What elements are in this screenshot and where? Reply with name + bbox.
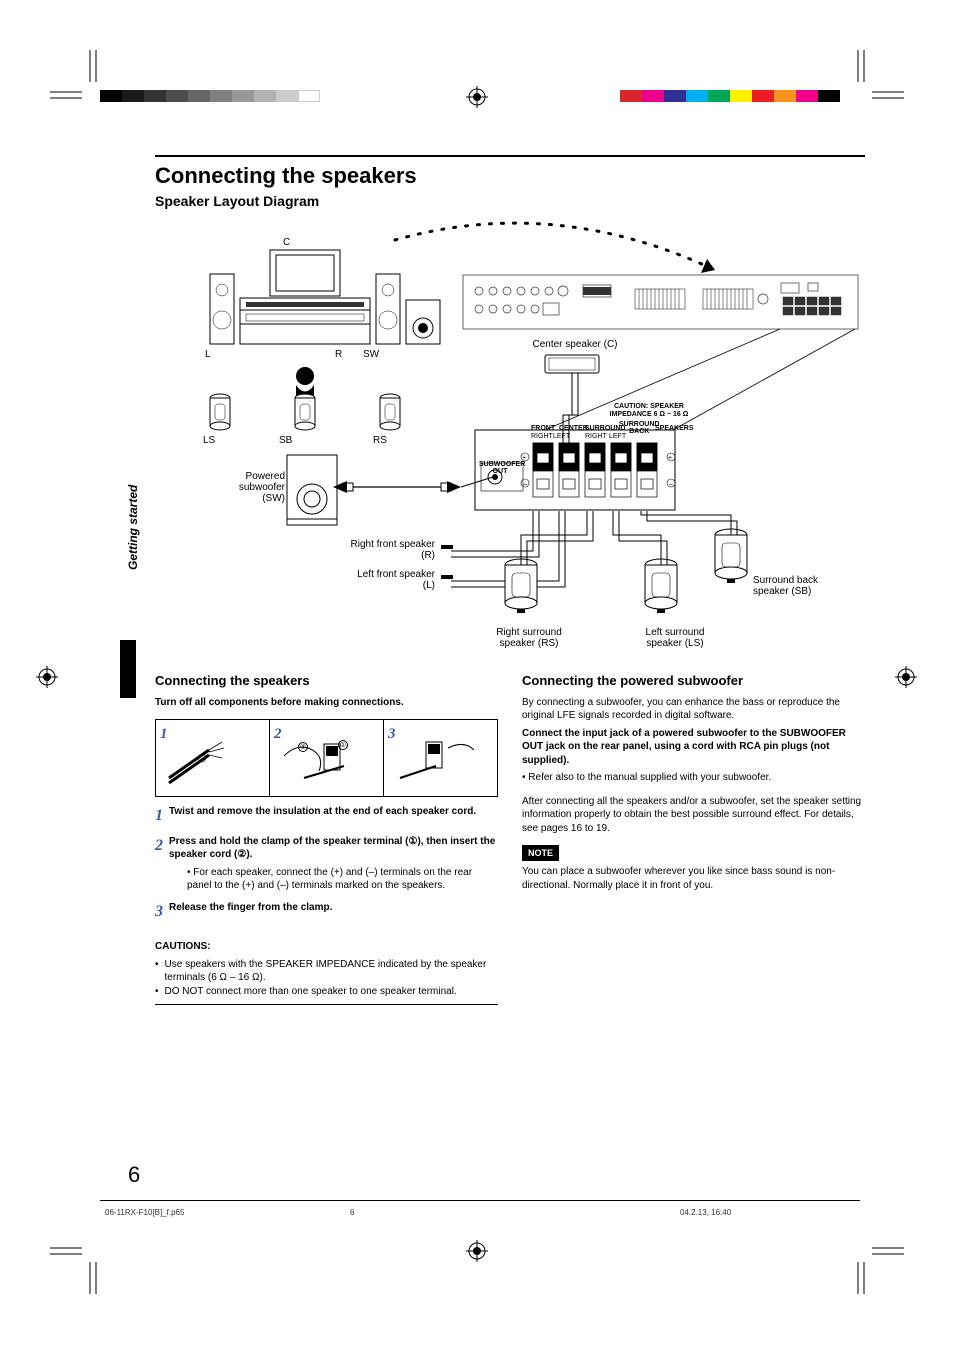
label-ls: LS <box>203 435 215 446</box>
chapter-tab <box>120 640 136 698</box>
chapter-label: Getting started <box>126 485 140 570</box>
right-p4: After connecting all the speakers and/or… <box>522 795 865 836</box>
footer-sheet: 6 <box>350 1208 354 1217</box>
callout-right-front: Right front speaker (R) <box>315 539 435 561</box>
caution-line2: IMPEDANCE 6 Ω ~ 16 Ω <box>599 411 699 418</box>
label-rs: RS <box>373 435 387 446</box>
left-bottom-rule <box>155 1004 498 1005</box>
tl-left2: LEFT <box>609 433 626 440</box>
label-l: L <box>205 349 211 360</box>
illus-3: 3 <box>384 720 497 796</box>
page-content: Connecting the speakers Speaker Layout D… <box>155 155 865 1005</box>
tl-left: LEFT <box>553 433 570 440</box>
cmyk-bar <box>620 90 840 102</box>
label-sw: SW <box>363 349 379 360</box>
callout-right-surround: Right surround speaker (RS) <box>479 627 579 649</box>
page-number: 6 <box>128 1162 140 1188</box>
note-text: You can place a subwoofer wherever you l… <box>522 865 865 892</box>
tl-right: RIGHT <box>531 433 553 440</box>
footer-timestamp: 04.2.13, 16:40 <box>680 1208 731 1217</box>
right-p2: Connect the input jack of a powered subw… <box>522 727 865 768</box>
illustration-row: 1 2 ② <box>155 719 498 797</box>
registration-mark-left <box>36 666 58 688</box>
subout-label: SUBWOOFER OUT <box>479 461 521 475</box>
section-subtitle: Speaker Layout Diagram <box>155 193 865 209</box>
turn-off-note: Turn off all components before making co… <box>155 696 498 710</box>
step-num-1: 1 <box>155 805 163 827</box>
step-2: 2 Press and hold the clamp of the speake… <box>155 835 498 893</box>
cautions-heading: CAUTIONS: <box>155 940 498 954</box>
step-2-sub: • For each speaker, connect the (+) and … <box>187 866 498 893</box>
step-text-3: Release the finger from the clamp. <box>169 901 498 923</box>
circ-2: ② <box>298 742 308 752</box>
left-column: Connecting the speakers Turn off all com… <box>155 672 498 1005</box>
right-p3-text: Refer also to the manual supplied with y… <box>528 772 771 783</box>
callout-surround-back: Surround back speaker (SB) <box>753 575 853 597</box>
step-3: 3 Release the finger from the clamp. <box>155 901 498 923</box>
label-sb: SB <box>279 435 292 446</box>
note-tag: NOTE <box>522 845 559 861</box>
illus-2: 2 ② ① <box>270 720 384 796</box>
circ-1: ① <box>338 740 348 750</box>
registration-mark-top <box>466 86 488 108</box>
callout-left-surround: Left surround speaker (LS) <box>625 627 725 649</box>
right-heading: Connecting the powered subwoofer <box>522 672 865 690</box>
caution-1: DO NOT connect more than one speaker to … <box>165 985 457 999</box>
label-r: R <box>335 349 342 360</box>
registration-mark-bottom <box>466 1240 488 1262</box>
footer-rule <box>100 1200 860 1201</box>
right-p3: • Refer also to the manual supplied with… <box>522 771 865 785</box>
step2-sub-text: For each speaker, connect the (+) and (–… <box>187 867 472 892</box>
callout-center: Center speaker (C) <box>525 339 625 350</box>
footer-file: 06-11RX-F10[B]_f.p65 <box>105 1208 184 1217</box>
section-title: Connecting the speakers <box>155 163 865 189</box>
tl-right2: RIGHT <box>585 433 607 440</box>
step-num-3: 3 <box>155 901 163 923</box>
gray-bar <box>100 90 320 102</box>
left-heading: Connecting the speakers <box>155 672 498 690</box>
step-text-2: Press and hold the clamp of the speaker … <box>169 835 498 862</box>
cautions-list: Use speakers with the SPEAKER IMPEDANCE … <box>155 958 498 999</box>
label-c: C <box>283 237 290 248</box>
caution-0: Use speakers with the SPEAKER IMPEDANCE … <box>165 958 498 985</box>
tl-speakers: SPEAKERS <box>655 425 694 432</box>
tl-center: CENTER <box>559 425 588 432</box>
step-num-2: 2 <box>155 835 163 893</box>
step-text-1: Twist and remove the insulation at the e… <box>169 805 498 827</box>
registration-mark-right <box>895 666 917 688</box>
tl-front: FRONT <box>531 425 555 432</box>
callout-left-front: Left front speaker (L) <box>323 569 435 591</box>
callout-powered-sub: Powered subwoofer (SW) <box>217 471 285 504</box>
right-p1: By connecting a subwoofer, you can enhan… <box>522 696 865 723</box>
illus-1: 1 <box>156 720 270 796</box>
step-1: 1 Twist and remove the insulation at the… <box>155 805 498 827</box>
svg-text:–: – <box>669 481 673 488</box>
speaker-layout-diagram: + – + – <box>155 215 865 660</box>
caution-line1: CAUTION: SPEAKER <box>599 403 699 410</box>
svg-text:+: + <box>668 455 672 462</box>
right-column: Connecting the powered subwoofer By conn… <box>522 672 865 1005</box>
svg-text:–: – <box>523 481 527 488</box>
top-rule <box>155 155 865 157</box>
